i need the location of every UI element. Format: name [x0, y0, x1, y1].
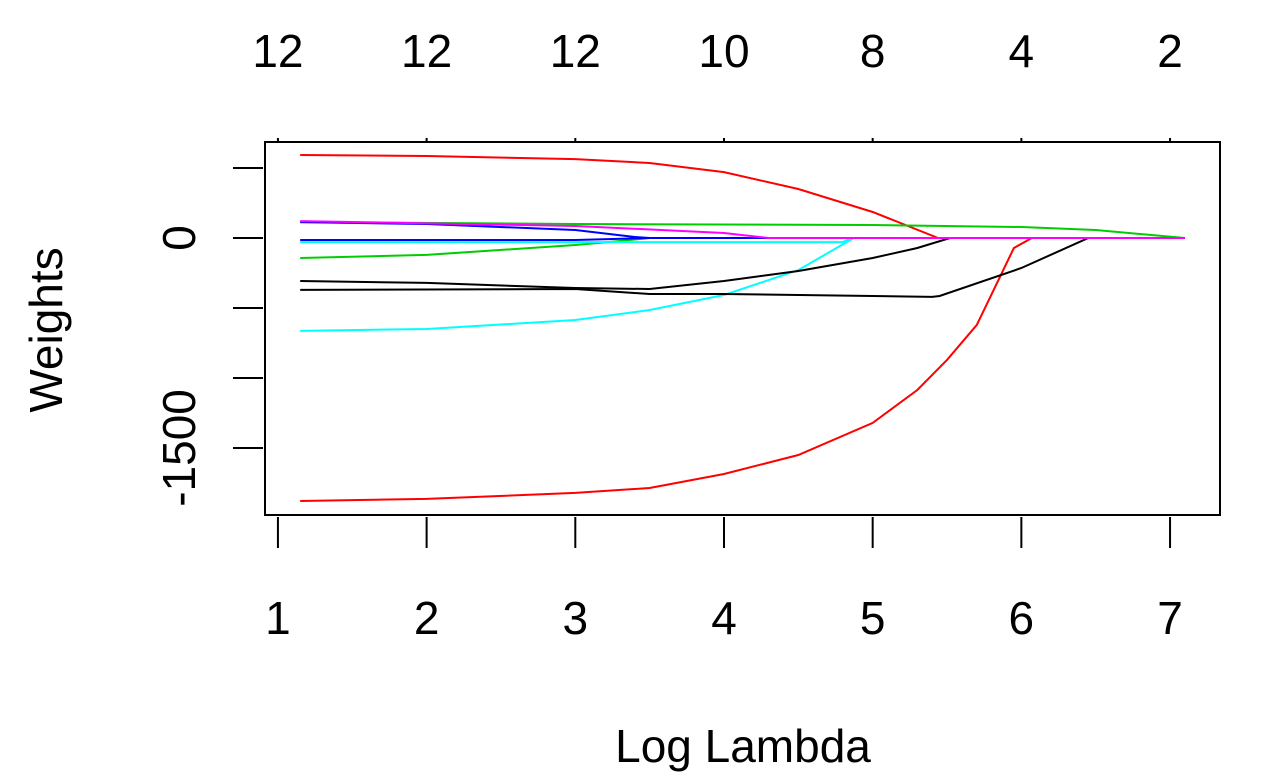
top-tick-label: 2 — [1157, 25, 1183, 77]
top-tick-label: 4 — [1009, 25, 1035, 77]
x-tick-label: 3 — [563, 592, 589, 644]
coefficient-path — [300, 221, 1185, 239]
coefficient-path — [300, 154, 1185, 239]
coefficient-path — [300, 220, 1185, 239]
y-tick-label: -1500 — [153, 389, 205, 507]
top-tick-label: 12 — [401, 25, 452, 77]
coefficient-path — [300, 237, 1185, 332]
coefficient-path — [300, 237, 1185, 502]
y-axis-label: Weights — [20, 247, 72, 412]
top-tick-label: 8 — [860, 25, 886, 77]
coefficient-path — [300, 237, 1185, 298]
coefficient-path — [300, 237, 1185, 291]
top-tick-label: 12 — [550, 25, 601, 77]
top-tick-label: 10 — [698, 25, 749, 77]
x-tick-label: 2 — [414, 592, 440, 644]
x-tick-label: 1 — [265, 592, 291, 644]
x-tick-label: 7 — [1157, 592, 1183, 644]
top-tick-label: 12 — [252, 25, 303, 77]
x-axis-label: Log Lambda — [615, 720, 871, 772]
y-tick-label: 0 — [153, 225, 205, 251]
plot-box — [264, 141, 1221, 516]
x-tick-label: 6 — [1009, 592, 1035, 644]
x-tick-label: 5 — [860, 592, 886, 644]
x-tick-label: 4 — [711, 592, 737, 644]
